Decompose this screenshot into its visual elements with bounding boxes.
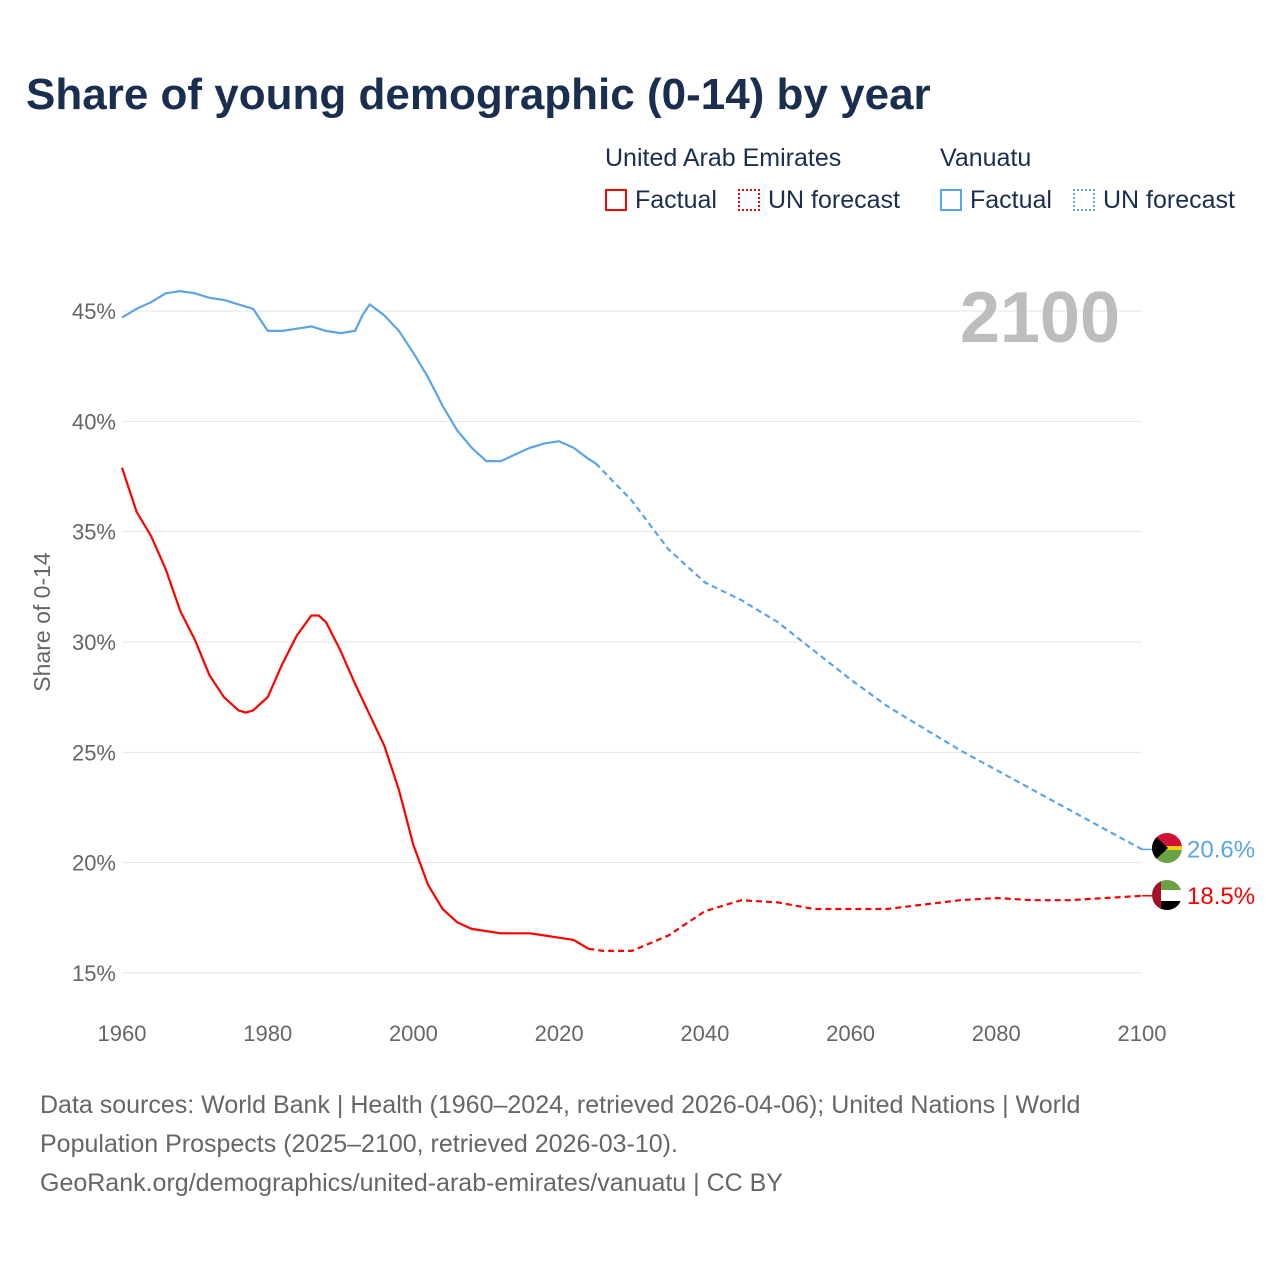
x-tick-label: 2040 <box>680 1021 729 1046</box>
y-tick-label: 30% <box>72 630 116 655</box>
legend-label: UN forecast <box>1103 186 1235 214</box>
vanuatu-flag-icon <box>1152 833 1182 863</box>
footer-link[interactable]: GeoRank.org/demographics/united-arab-emi… <box>40 1169 783 1197</box>
legend-label: Factual <box>635 186 717 214</box>
chart-title: Share of young demographic (0-14) by yea… <box>26 70 931 119</box>
legend-uae-forecast[interactable]: UN forecast <box>738 186 900 215</box>
x-tick-label: 1980 <box>243 1021 292 1046</box>
y-tick-label: 45% <box>72 299 116 324</box>
legend-vanuatu-forecast[interactable]: UN forecast <box>1073 186 1235 215</box>
y-axis-label: Share of 0-14 <box>29 552 55 692</box>
vanuatu-end-label: 20.6% <box>1187 836 1255 863</box>
footer-line: Population Prospects (2025–2100, retriev… <box>40 1130 678 1158</box>
legend-country-vanuatu: Vanuatu <box>940 144 1032 172</box>
x-tick-label: 2020 <box>535 1021 584 1046</box>
x-tick-label: 2080 <box>972 1021 1021 1046</box>
x-tick-label: 1960 <box>98 1021 147 1046</box>
uae-flag-icon <box>1152 880 1182 910</box>
y-tick-label: 15% <box>72 961 116 986</box>
y-tick-label: 25% <box>72 740 116 765</box>
legend-label: UN forecast <box>768 186 900 214</box>
footer-line: Data sources: World Bank | Health (1960–… <box>40 1091 1081 1119</box>
united-arab-emirates-forecast-line <box>588 894 1143 952</box>
legend-swatch <box>1073 189 1095 211</box>
legend-uae-factual[interactable]: Factual <box>605 186 717 215</box>
year-watermark: 2100 <box>960 278 1120 358</box>
united-arab-emirates-factual-line <box>120 467 589 950</box>
footer-sources: Data sources: World Bank | Health (1960–… <box>40 1086 1240 1203</box>
x-tick-label: 2060 <box>826 1021 875 1046</box>
y-tick-label: 20% <box>72 851 116 876</box>
legend-swatch <box>940 189 962 211</box>
united-arab-emirates-end-label: 18.5% <box>1187 883 1255 910</box>
legend-swatch <box>738 189 760 211</box>
x-tick-label: 2000 <box>389 1021 438 1046</box>
legend-country-uae: United Arab Emirates <box>605 144 842 172</box>
plot-area: 15% 20% 25% 30% 35% 40% 45% 1960 1980 2000 2020 204… <box>29 278 1255 1046</box>
vanuatu-forecast-line <box>594 462 1143 851</box>
legend-label: Factual <box>970 186 1052 214</box>
x-tick-label: 2100 <box>1118 1021 1167 1046</box>
legend-vanuatu-factual[interactable]: Factual <box>940 186 1052 215</box>
legend-swatch <box>605 189 627 211</box>
y-tick-label: 35% <box>72 520 116 545</box>
vanuatu-factual-line <box>121 289 597 465</box>
y-tick-label: 40% <box>72 409 116 434</box>
